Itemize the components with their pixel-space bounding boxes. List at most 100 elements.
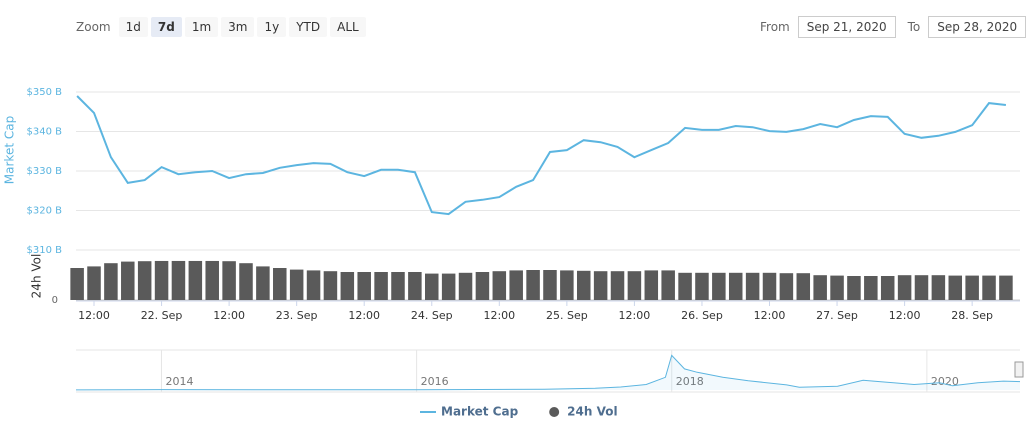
volume-bar (796, 273, 811, 300)
x-tick-label: 12:00 (619, 309, 651, 322)
x-tick-label: 22. Sep (141, 309, 183, 322)
volume-bar (323, 271, 338, 300)
zoom-controls: Zoom 1d 7d 1m 3m 1y YTD ALL (76, 16, 369, 38)
x-tick-label: 25. Sep (546, 309, 588, 322)
volume-bar (87, 266, 101, 300)
x-tick-label: 23. Sep (276, 309, 318, 322)
volume-bar (982, 275, 996, 300)
volume-bar (813, 275, 827, 300)
y-tick-label: $310 B (27, 245, 63, 256)
legend-label: Market Cap (441, 405, 519, 419)
x-tick-label: 12:00 (889, 309, 921, 322)
volume-bar (948, 275, 963, 300)
volume-bar (830, 275, 844, 300)
legend-label: 24h Vol (567, 405, 617, 419)
volume-bar (864, 276, 878, 300)
y-tick-label: $330 B (27, 166, 63, 177)
navigator-handle[interactable] (1014, 361, 1024, 378)
volume-bar (762, 272, 777, 300)
volume-bar (610, 271, 625, 300)
volume-bar (188, 260, 203, 300)
y-axis-title: Market Cap (3, 116, 17, 184)
volume-bar (678, 272, 692, 300)
x-tick-label: 24. Sep (411, 309, 453, 322)
x-tick-label: 28. Sep (951, 309, 993, 322)
from-input[interactable]: Sep 21, 2020 (797, 16, 896, 38)
volume-bar (256, 266, 270, 300)
volume-bar (154, 260, 169, 300)
y-tick-label: $350 B (27, 87, 63, 98)
x-tick-label: 12:00 (483, 309, 515, 322)
navigator-tick-label: 2016 (421, 375, 449, 388)
volume-bar (458, 272, 473, 300)
volume-bar (779, 273, 794, 300)
volume-bar (509, 270, 523, 300)
navigator-area (76, 355, 1020, 390)
volume-bar (340, 272, 355, 300)
legend-item[interactable]: Market Cap (420, 405, 519, 419)
volume-bar (289, 269, 304, 300)
to-label: To (907, 20, 921, 34)
volume-bar (965, 275, 979, 300)
volume-bar (222, 261, 236, 300)
volume-bar (745, 272, 760, 300)
y-tick-label: $340 B (27, 127, 63, 138)
x-tick-label: 26. Sep (681, 309, 723, 322)
zoom-button[interactable]: YTD (289, 17, 328, 37)
x-tick-label: 12:00 (348, 309, 380, 322)
navigator-line (75, 354, 1021, 391)
volume-bar (880, 276, 895, 300)
zoom-label: Zoom (76, 20, 111, 34)
navigator-tick-label: 2014 (165, 375, 193, 388)
volume-bar (374, 272, 388, 300)
y-tick-label: $320 B (27, 206, 63, 217)
volume-bar (576, 270, 591, 300)
volume-bar (627, 271, 642, 300)
volume-bar (897, 275, 912, 300)
to-input[interactable]: Sep 28, 2020 (928, 16, 1027, 38)
volume-bar (104, 263, 118, 300)
date-range: From Sep 21, 2020 To Sep 28, 2020 (760, 16, 1027, 38)
legend-item[interactable]: 24h Vol (549, 405, 618, 419)
legend-symbol (549, 407, 560, 417)
volume-bar (239, 263, 253, 300)
zoom-button[interactable]: 7d (150, 17, 182, 37)
volume-bar (492, 271, 507, 300)
zoom-buttons: 1d 7d 1m 3m 1y YTD ALL (118, 17, 369, 37)
x-tick-label: 12:00 (754, 309, 786, 322)
volume-bar (137, 261, 152, 300)
volume-bar (273, 268, 287, 300)
navigator-tick-label: 2018 (676, 375, 704, 388)
from-label: From (760, 20, 790, 34)
volume-bar (661, 270, 675, 300)
volume-bar (475, 272, 490, 300)
volume-bar (441, 273, 456, 300)
zoom-button[interactable]: ALL (330, 17, 366, 37)
volume-bar (560, 270, 574, 300)
volume-bar (121, 261, 135, 300)
zoom-button[interactable]: 1y (257, 17, 287, 37)
volume-bar (712, 272, 726, 300)
volume-bar (543, 270, 557, 300)
volume-bar (391, 272, 405, 300)
volume-bar (728, 272, 743, 300)
volume-bar (526, 270, 540, 300)
volume-bar (695, 272, 709, 300)
volume-bar (205, 260, 219, 300)
y2-tick-label: 0 (52, 295, 58, 306)
volume-bar (357, 272, 371, 300)
x-tick-label: 27. Sep (816, 309, 858, 322)
zoom-button[interactable]: 3m (221, 17, 255, 37)
volume-bar (408, 272, 422, 300)
volume-bar (593, 271, 608, 300)
navigator-tick-label: 2020 (931, 375, 959, 388)
volume-bar (847, 276, 861, 300)
market-cap-line (76, 95, 1007, 216)
y2-axis-title: 24h Vol (30, 254, 44, 299)
zoom-button[interactable]: 1d (118, 17, 148, 37)
volume-bar (914, 275, 929, 300)
volume-bar (644, 270, 659, 300)
zoom-button[interactable]: 1m (184, 17, 219, 37)
volume-bar (931, 275, 946, 300)
